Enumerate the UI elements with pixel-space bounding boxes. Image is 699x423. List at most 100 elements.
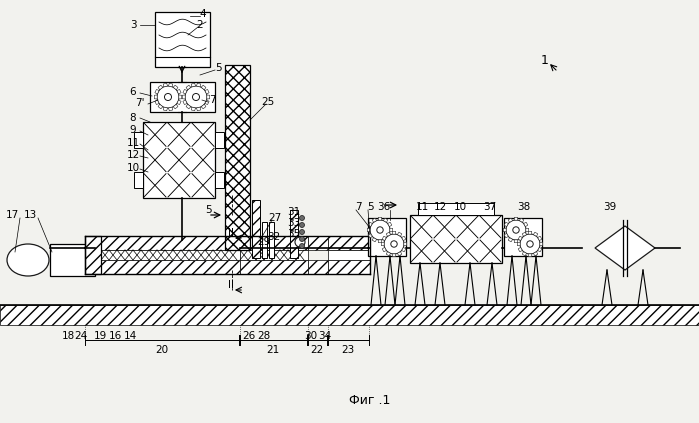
Bar [215, 132, 224, 148]
Text: 24: 24 [74, 331, 87, 341]
Text: 30: 30 [305, 331, 317, 341]
Text: 13: 13 [23, 210, 36, 220]
Polygon shape [207, 95, 210, 99]
Polygon shape [540, 242, 542, 246]
Polygon shape [163, 107, 168, 111]
Polygon shape [155, 100, 159, 104]
Polygon shape [522, 232, 526, 236]
Polygon shape [179, 95, 182, 99]
Polygon shape [392, 231, 396, 234]
Polygon shape [508, 238, 512, 242]
Polygon shape [514, 217, 518, 220]
Polygon shape [397, 252, 402, 256]
Circle shape [299, 215, 305, 220]
Circle shape [513, 227, 519, 233]
Polygon shape [383, 238, 388, 242]
Text: 22: 22 [310, 345, 324, 355]
Polygon shape [503, 228, 506, 232]
Polygon shape [514, 240, 518, 243]
Circle shape [164, 93, 171, 101]
Bar [134, 172, 143, 188]
Polygon shape [192, 83, 196, 87]
Text: 32: 32 [268, 232, 280, 242]
Polygon shape [155, 89, 159, 94]
Ellipse shape [7, 244, 49, 276]
Text: 31: 31 [287, 207, 301, 217]
Bar [134, 132, 143, 148]
Bar [368, 218, 406, 256]
Polygon shape [201, 104, 206, 109]
Bar [240, 260, 308, 274]
Text: 10: 10 [454, 202, 466, 212]
Circle shape [192, 93, 199, 101]
Polygon shape [163, 83, 168, 87]
Polygon shape [397, 232, 402, 236]
Polygon shape [402, 236, 406, 241]
Polygon shape [201, 85, 206, 90]
Text: 5: 5 [367, 202, 373, 212]
Bar [308, 236, 328, 250]
Polygon shape [388, 233, 392, 238]
Text: 37: 37 [484, 202, 496, 212]
Polygon shape [528, 254, 532, 257]
Bar [328, 260, 370, 274]
Text: 10: 10 [127, 163, 140, 173]
Polygon shape [158, 104, 163, 109]
Bar [410, 215, 502, 263]
Polygon shape [517, 242, 520, 246]
Bar [328, 250, 370, 260]
Circle shape [520, 234, 540, 254]
Polygon shape [368, 233, 373, 238]
Polygon shape [528, 231, 532, 234]
Polygon shape [533, 232, 538, 236]
Polygon shape [595, 226, 655, 270]
Polygon shape [524, 233, 528, 238]
Polygon shape [177, 100, 181, 104]
Text: 35: 35 [287, 229, 301, 239]
Polygon shape [538, 247, 542, 252]
Polygon shape [383, 218, 388, 222]
Polygon shape [404, 242, 407, 246]
Circle shape [527, 241, 533, 247]
Polygon shape [387, 232, 391, 236]
Polygon shape [186, 85, 191, 90]
Polygon shape [205, 89, 209, 94]
Polygon shape [402, 247, 406, 252]
Polygon shape [392, 254, 396, 257]
Polygon shape [518, 236, 522, 241]
Text: 25: 25 [261, 97, 275, 107]
Polygon shape [382, 236, 387, 241]
Circle shape [384, 234, 404, 254]
Text: 34: 34 [318, 331, 331, 341]
Circle shape [185, 86, 207, 108]
Text: 5: 5 [205, 205, 211, 215]
Polygon shape [533, 252, 538, 256]
Text: 17: 17 [6, 210, 19, 220]
Bar [85, 236, 101, 274]
Polygon shape [154, 95, 157, 99]
Text: 26: 26 [243, 331, 256, 341]
Bar [85, 260, 240, 274]
Text: 11: 11 [415, 202, 428, 212]
Circle shape [299, 222, 305, 228]
Polygon shape [173, 85, 178, 90]
Text: 39: 39 [603, 202, 617, 212]
Polygon shape [388, 222, 392, 227]
Polygon shape [378, 240, 382, 243]
Polygon shape [526, 228, 528, 232]
Polygon shape [196, 83, 201, 87]
Circle shape [506, 220, 526, 240]
Bar [85, 250, 240, 260]
Text: 14: 14 [124, 331, 136, 341]
Text: 18: 18 [62, 331, 75, 341]
Polygon shape [390, 228, 393, 232]
Text: 29: 29 [257, 237, 271, 247]
Polygon shape [158, 85, 163, 90]
Polygon shape [192, 107, 196, 111]
Bar [215, 172, 224, 188]
Text: 12: 12 [127, 150, 140, 160]
Text: 12: 12 [433, 202, 447, 212]
Text: 3: 3 [130, 20, 136, 30]
Bar [252, 200, 260, 258]
Text: 33: 33 [287, 218, 301, 228]
